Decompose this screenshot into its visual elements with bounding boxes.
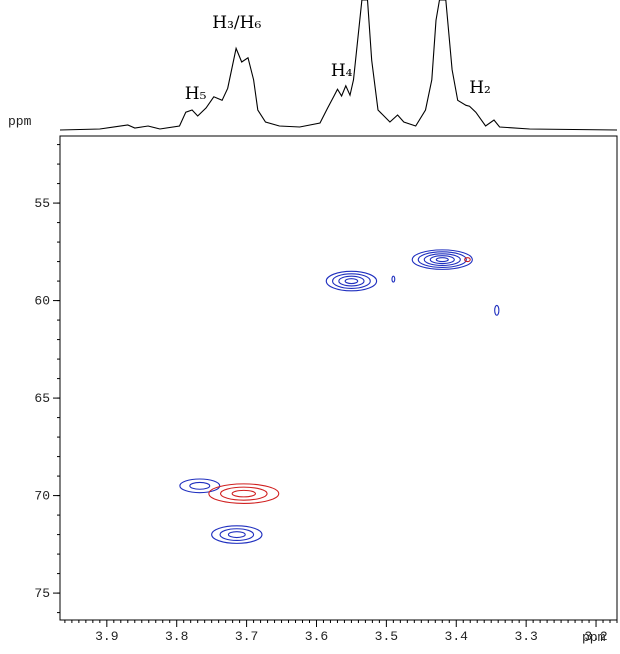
cross-peak-contour [417,251,467,268]
y-tick-label: 60 [34,294,50,309]
cross-peak-contour [423,253,461,267]
cross-peak-contour [211,525,263,544]
peak-label: H₃/H₆ [212,13,261,33]
x-tick-label: 3.2 [584,629,607,644]
y-axis-label: ppm [8,114,32,129]
x-tick-label: 3.7 [235,629,258,644]
cross-peak-contour [429,255,455,265]
x-tick-label: 3.6 [305,629,328,644]
cross-peak-contour [325,270,378,292]
y-tick-label: 65 [34,391,50,406]
cross-peak-contour [332,273,371,289]
cross-peak-contour [344,278,359,285]
cross-peak-contour [494,304,500,316]
cross-peak-contour [391,275,396,283]
cross-peak-contour [411,249,473,270]
projection-trace [60,0,617,131]
cross-peak-contour [208,483,280,504]
x-tick-label: 3.5 [375,629,398,644]
cross-peak-contour [227,531,246,539]
x-tick-label: 3.4 [445,629,469,644]
cross-peak-contour [219,528,255,541]
cross-peak-contour [219,486,268,501]
cross-peak-contour [231,489,257,498]
x-tick-label: 3.3 [514,629,537,644]
plot-frame [59,135,618,621]
cross-peak-contour [189,481,211,490]
y-tick-label: 75 [34,586,50,601]
x-axis-label: ppm [582,630,606,645]
cross-peak-contour [464,257,471,263]
cross-peak-contour [179,478,221,494]
peak-label: H₄ [331,61,353,81]
x-tick-label: 3.8 [165,629,188,644]
cross-peak-contour [338,275,365,287]
y-tick-label: 55 [34,196,50,211]
cross-peak-contour [435,257,449,263]
x-tick-label: 3.9 [95,629,118,644]
y-tick-label: 70 [34,489,50,504]
peak-label: H₅ [185,84,207,104]
peak-label: H₂ [469,78,491,98]
